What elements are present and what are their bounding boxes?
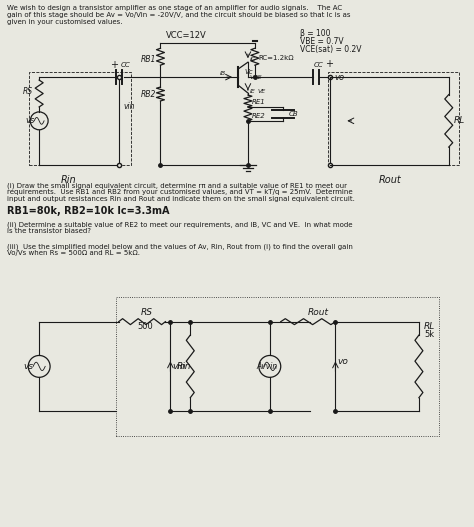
Text: gain of this stage should be Av = Vo/Vin = -20V/V, and the circuit should be bia: gain of this stage should be Av = Vo/Vin… — [8, 12, 351, 18]
Text: requirements.  Use RB1 and RB2 from your customised values, and VT = kT/q = 25mV: requirements. Use RB1 and RB2 from your … — [8, 189, 353, 196]
Text: RC=1.2kΩ: RC=1.2kΩ — [259, 55, 294, 61]
Text: vs: vs — [23, 362, 33, 371]
Text: input and output resistances Rin and Rout and indicate them on the small signal : input and output resistances Rin and Rou… — [8, 197, 355, 202]
Text: Vo/Vs when Rs = 500Ω and RL = 5kΩ.: Vo/Vs when Rs = 500Ω and RL = 5kΩ. — [8, 250, 140, 256]
Text: RE2: RE2 — [252, 113, 265, 119]
Text: CC: CC — [313, 62, 323, 68]
Text: VCE: VCE — [250, 75, 263, 80]
Text: vs: vs — [25, 116, 35, 125]
Text: Vc: Vc — [245, 69, 254, 75]
Text: vo: vo — [337, 357, 348, 366]
Text: is the transistor biased?: is the transistor biased? — [8, 228, 91, 234]
Text: (iii)  Use the simplified model below and the values of Av, Rin, Rout from (i) t: (iii) Use the simplified model below and… — [8, 243, 353, 250]
Text: (i) Draw the small signal equivalent circuit, determine rπ and a suitable value : (i) Draw the small signal equivalent cir… — [8, 182, 347, 189]
Text: RL: RL — [424, 322, 435, 331]
Text: RB1=80k, RB2=10k Ic=3.3mA: RB1=80k, RB2=10k Ic=3.3mA — [8, 207, 170, 217]
Text: VCE(sat) = 0.2V: VCE(sat) = 0.2V — [300, 45, 361, 54]
Text: Rin: Rin — [176, 362, 191, 371]
Text: β = 100: β = 100 — [300, 30, 330, 38]
Text: vo: vo — [335, 73, 345, 82]
Text: +: + — [110, 60, 118, 70]
Text: IC: IC — [250, 57, 256, 62]
Text: Avvin: Avvin — [256, 362, 277, 371]
Text: Rout: Rout — [308, 308, 329, 317]
Text: RL: RL — [454, 116, 465, 125]
Text: Rin: Rin — [61, 174, 77, 184]
Text: VE: VE — [258, 89, 266, 93]
Text: RS: RS — [23, 86, 33, 95]
Text: CB: CB — [289, 111, 298, 117]
Text: given in your customised values.: given in your customised values. — [8, 19, 123, 25]
Text: Rout: Rout — [379, 174, 402, 184]
Text: IE: IE — [250, 89, 256, 93]
Bar — [116, 297, 439, 436]
Text: VBE = 0.7V: VBE = 0.7V — [300, 37, 343, 46]
Text: RB2: RB2 — [141, 91, 156, 100]
Text: CC: CC — [121, 62, 130, 68]
Text: (ii) Determine a suitable value of RE2 to meet our requirements, and IB, VC and : (ii) Determine a suitable value of RE2 t… — [8, 221, 353, 228]
Text: RE1: RE1 — [252, 99, 265, 105]
Text: +: + — [326, 59, 334, 69]
Text: RS: RS — [141, 308, 153, 317]
Text: RB1: RB1 — [141, 55, 156, 64]
Text: VCC=12V: VCC=12V — [166, 31, 207, 41]
Text: 5k: 5k — [424, 330, 434, 339]
Text: vin: vin — [124, 102, 135, 111]
Text: vin: vin — [173, 362, 186, 371]
Text: IB: IB — [220, 71, 226, 76]
Text: We wish to design a transistor amplifier as one stage of an amplifier for audio : We wish to design a transistor amplifier… — [8, 5, 343, 11]
Text: 500: 500 — [137, 321, 153, 330]
